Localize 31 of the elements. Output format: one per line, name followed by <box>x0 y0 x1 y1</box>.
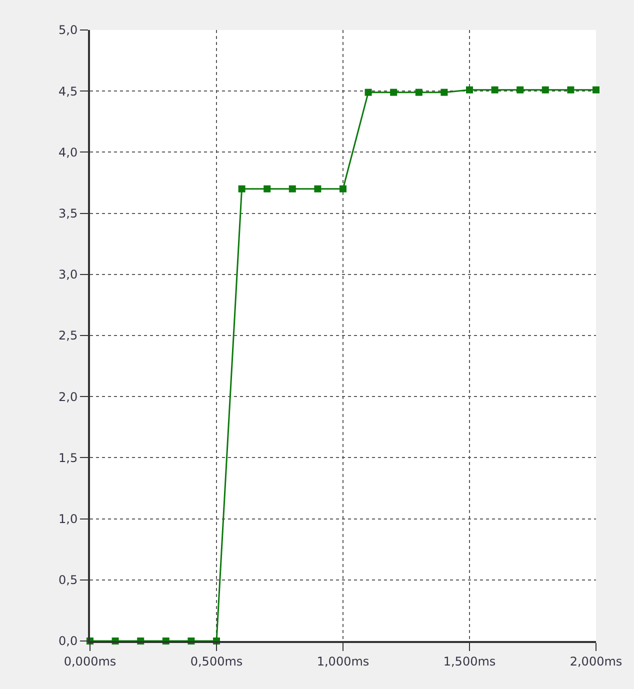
x-tick-label: 0,500ms <box>190 654 243 668</box>
y-tick-label: 2,5 <box>58 328 78 343</box>
point <box>390 88 398 96</box>
y-tick-label: 4,5 <box>58 84 78 98</box>
point <box>288 185 296 192</box>
point <box>567 86 574 94</box>
y-tick-label: 0,0 <box>58 634 78 648</box>
point <box>415 88 422 96</box>
point <box>516 86 524 94</box>
point <box>264 185 271 192</box>
y-tick-label: 3,5 <box>58 206 78 220</box>
point <box>314 185 322 192</box>
x-tick-label: 1,500ms <box>443 654 496 668</box>
point <box>466 86 473 94</box>
point <box>238 185 246 192</box>
y-tick-label: 1,5 <box>58 450 78 465</box>
x-tick-label: 2,000ms <box>570 654 622 668</box>
point <box>491 86 498 94</box>
point <box>364 88 372 96</box>
y-tick-label: 3,0 <box>58 268 78 282</box>
y-tick-label: 4,0 <box>58 145 78 160</box>
y-tick-label: 1,0 <box>58 512 78 526</box>
x-tick-label: 0,000ms <box>64 654 116 668</box>
point <box>542 86 549 94</box>
point <box>592 86 600 94</box>
point <box>340 185 346 192</box>
point <box>440 88 448 96</box>
y-tick-label: 5,0 <box>58 23 78 38</box>
x-tick-label: 1,000ms <box>316 654 370 668</box>
y-tick-label: 2,0 <box>58 390 78 404</box>
y-tick-label: 0,5 <box>58 573 78 588</box>
